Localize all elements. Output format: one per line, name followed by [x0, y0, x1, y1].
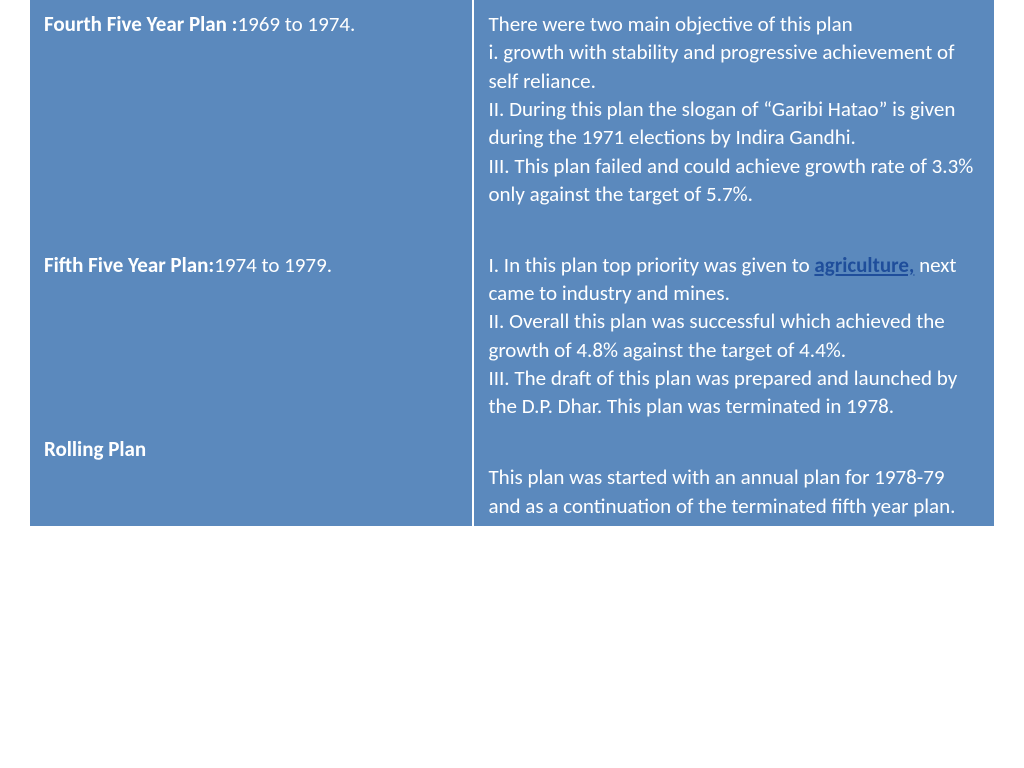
table-row: Fifth Five Year Plan:1974 to 1979. I. In… — [30, 243, 994, 427]
slide: Fourth Five Year Plan :1969 to 1974. The… — [0, 0, 1024, 768]
desc-line: III. This plan failed and could achieve … — [488, 153, 973, 207]
spacer — [488, 208, 980, 236]
plan-name-cell: Rolling Plan — [30, 427, 473, 526]
table-row: Rolling Plan This plan was started with … — [30, 427, 994, 526]
plan-years: 1969 to 1974. — [237, 11, 355, 37]
desc-line: III. The draft of this plan was prepared… — [488, 365, 957, 419]
plan-name-cell: Fifth Five Year Plan:1974 to 1979. — [30, 243, 473, 427]
desc-line-pre: I. In this plan top priority was given t… — [488, 252, 814, 278]
table-row: Fourth Five Year Plan :1969 to 1974. The… — [30, 1, 994, 243]
desc-line: This plan was started with an annual pla… — [488, 464, 955, 518]
plan-desc-cell: I. In this plan top priority was given t… — [473, 243, 994, 427]
plan-years: 1974 to 1979. — [214, 252, 332, 278]
plan-title: Fourth Five Year Plan : — [44, 11, 237, 37]
plans-table: Fourth Five Year Plan :1969 to 1974. The… — [30, 0, 994, 526]
desc-line: II. Overall this plan was successful whi… — [488, 308, 944, 362]
spacer — [488, 435, 980, 463]
plan-desc-cell: This plan was started with an annual pla… — [473, 427, 994, 526]
desc-line: i. growth with stability and progressive… — [488, 39, 954, 93]
desc-line: II. During this plan the slogan of “Gari… — [488, 96, 955, 150]
plan-title: Fifth Five Year Plan: — [44, 252, 214, 278]
desc-line: There were two main objective of this pl… — [488, 11, 852, 37]
plan-title: Rolling Plan — [44, 436, 146, 462]
plan-name-cell: Fourth Five Year Plan :1969 to 1974. — [30, 1, 473, 243]
agriculture-link[interactable]: agriculture, — [814, 252, 914, 278]
plan-desc-cell: There were two main objective of this pl… — [473, 1, 994, 243]
